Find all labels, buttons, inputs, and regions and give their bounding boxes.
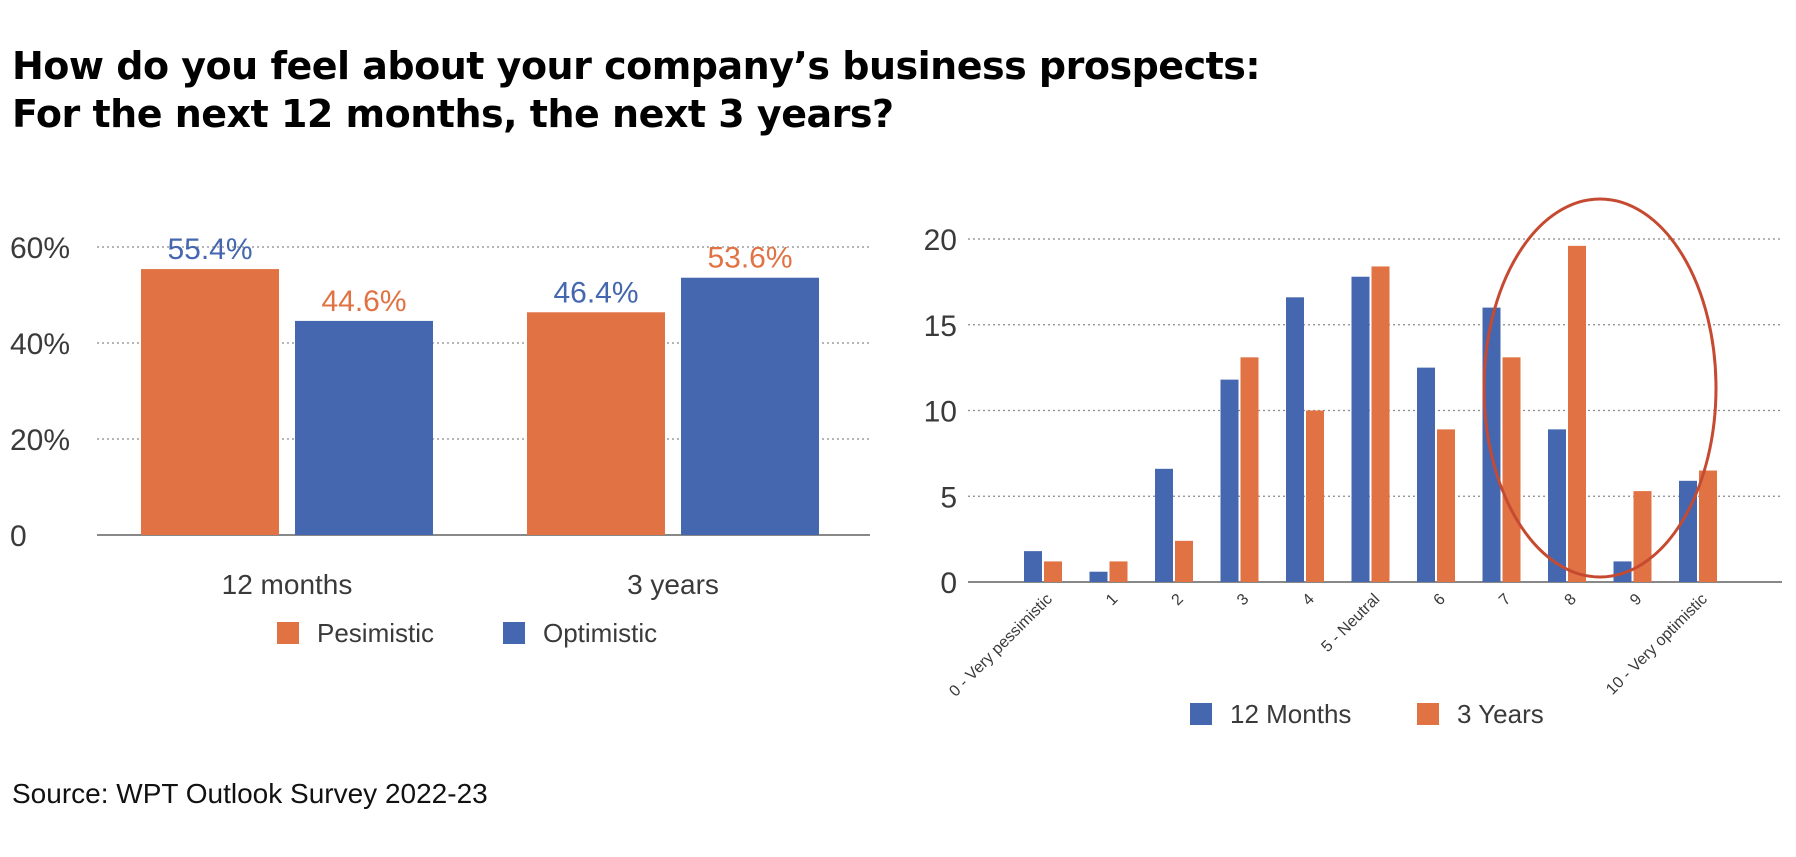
y-tick-label: 0 [10, 520, 27, 553]
x-tick-label: 5 - Neutral [1318, 591, 1383, 656]
chart-title: How do you feel about your company’s bus… [12, 42, 1261, 138]
x-tick-label: 1 [1103, 591, 1121, 609]
bar-12-months-10 [1679, 480, 1697, 582]
chart-title-line-2: For the next 12 months, the next 3 years… [12, 92, 894, 136]
y-tick-label: 20% [10, 424, 70, 457]
y-tick-label: 10 [924, 396, 957, 429]
bar-3-years-10 [1699, 470, 1717, 582]
y-tick-label: 20 [924, 224, 957, 257]
bar-12-months-9 [1613, 561, 1632, 582]
bar-3-years-2 [1175, 540, 1193, 582]
bar-pesimistic-0 [141, 269, 279, 535]
bar-3-years-3 [1240, 357, 1259, 582]
bar-12-months-0 [1024, 551, 1042, 582]
legend-label: 12 Months [1230, 699, 1351, 729]
legend-label: Pesimistic [317, 618, 434, 648]
y-tick-label: 5 [940, 481, 957, 514]
legend-label: Optimistic [543, 618, 657, 648]
bar-optimistic-1 [681, 277, 819, 535]
data-label: 55.4% [167, 233, 252, 266]
bar-optimistic-0 [295, 320, 433, 535]
y-tick-label: 40% [10, 328, 70, 361]
bar-pesimistic-1 [527, 312, 665, 535]
x-tick-label: 8 [1562, 591, 1580, 609]
y-tick-label: 15 [924, 310, 957, 343]
legend-swatch [1190, 703, 1212, 725]
x-tick-label: 0 - Very pessimistic [946, 591, 1055, 700]
chart-title-line-1: How do you feel about your company’s bus… [12, 44, 1261, 88]
bar-12-months-8 [1548, 429, 1566, 582]
data-label: 46.4% [553, 276, 638, 309]
bar-3-years-8 [1568, 245, 1586, 583]
x-tick-label: 2 [1169, 591, 1187, 609]
bar-12-months-4 [1286, 297, 1304, 582]
x-tick-label: 6 [1431, 591, 1449, 609]
prospects-summary-chart: 0 20% 40% 60% 55.4% 44.6% 12 months 46.4% 53.6% 3… [10, 232, 870, 648]
x-tick-label: 3 [1234, 591, 1252, 609]
y-tick-label: 0 [940, 567, 957, 600]
data-label: 44.6% [321, 285, 406, 318]
x-tick-label: 12 months [222, 569, 353, 600]
bar-3-years-5 [1371, 266, 1390, 582]
bar-12-months-7 [1482, 307, 1501, 582]
bar-12-months-6 [1417, 367, 1435, 582]
bar-3-years-4 [1306, 410, 1324, 582]
x-tick-label: 10 - Very optimistic [1603, 591, 1711, 699]
bar-12-months-1 [1089, 571, 1108, 582]
x-tick-label: 7 [1496, 591, 1514, 609]
bar-12-months-2 [1155, 468, 1173, 582]
x-tick-label: 9 [1627, 591, 1645, 609]
bar-12-months-5 [1351, 276, 1370, 582]
highlight-ellipse [1482, 197, 1718, 579]
bar-3-years-0 [1044, 561, 1062, 582]
legend-swatch [277, 622, 299, 644]
legend-swatch [1417, 703, 1439, 725]
bar-12-months-3 [1220, 379, 1239, 582]
legend-label: 3 Years [1457, 699, 1544, 729]
bar-3-years-6 [1437, 429, 1455, 582]
x-tick-label: 4 [1300, 591, 1318, 609]
data-label: 53.6% [707, 242, 792, 275]
legend-swatch [503, 622, 525, 644]
x-tick-label: 3 years [627, 569, 719, 600]
bar-3-years-1 [1109, 561, 1128, 582]
bar-3-years-7 [1502, 357, 1521, 582]
y-tick-label: 60% [10, 232, 70, 265]
source-note: Source: WPT Outlook Survey 2022-23 [12, 778, 488, 809]
